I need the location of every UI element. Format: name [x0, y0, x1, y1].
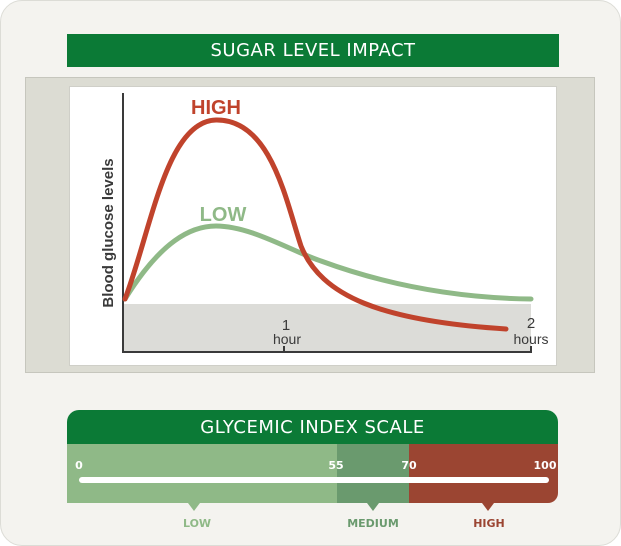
scale-segment-low [67, 444, 337, 503]
high-series-label: HIGH [191, 97, 241, 119]
x-tick-label-2: 2 [527, 315, 535, 332]
low-series-line [122, 223, 534, 302]
scale-label-medium: MEDIUM [347, 517, 399, 530]
y-axis-label: Blood glucose levels [100, 158, 117, 307]
pointer-high [482, 503, 494, 511]
sugar-level-banner: SUGAR LEVEL IMPACT [67, 34, 559, 67]
x-tick-label-1: 1 [282, 317, 290, 334]
scale-label-low: LOW [182, 517, 212, 530]
glycemic-index-scale: 0 55 70 100 [67, 444, 558, 503]
scale-tick-70: 70 [401, 459, 417, 472]
scale-tick-0: 0 [75, 459, 83, 472]
pointer-low [188, 503, 200, 511]
high-series-line [122, 117, 509, 332]
glycemic-index-title: GLYCEMIC INDEX SCALE [200, 416, 425, 438]
scale-line [79, 477, 549, 483]
scale-label-high: HIGH [473, 517, 505, 530]
baseline-band [123, 304, 531, 352]
pointer-medium [367, 503, 379, 511]
scale-segment-high [409, 444, 558, 503]
scale-tick-100: 100 [533, 459, 557, 472]
scale-tick-55: 55 [328, 459, 344, 472]
x-tick-unit-1: hour [273, 331, 301, 347]
scale-segment-medium [337, 444, 409, 503]
sugar-level-title: SUGAR LEVEL IMPACT [210, 40, 416, 61]
glycemic-index-banner: GLYCEMIC INDEX SCALE [67, 410, 558, 444]
low-series-label: LOW [200, 204, 247, 226]
x-tick-unit-2: hours [513, 331, 548, 347]
